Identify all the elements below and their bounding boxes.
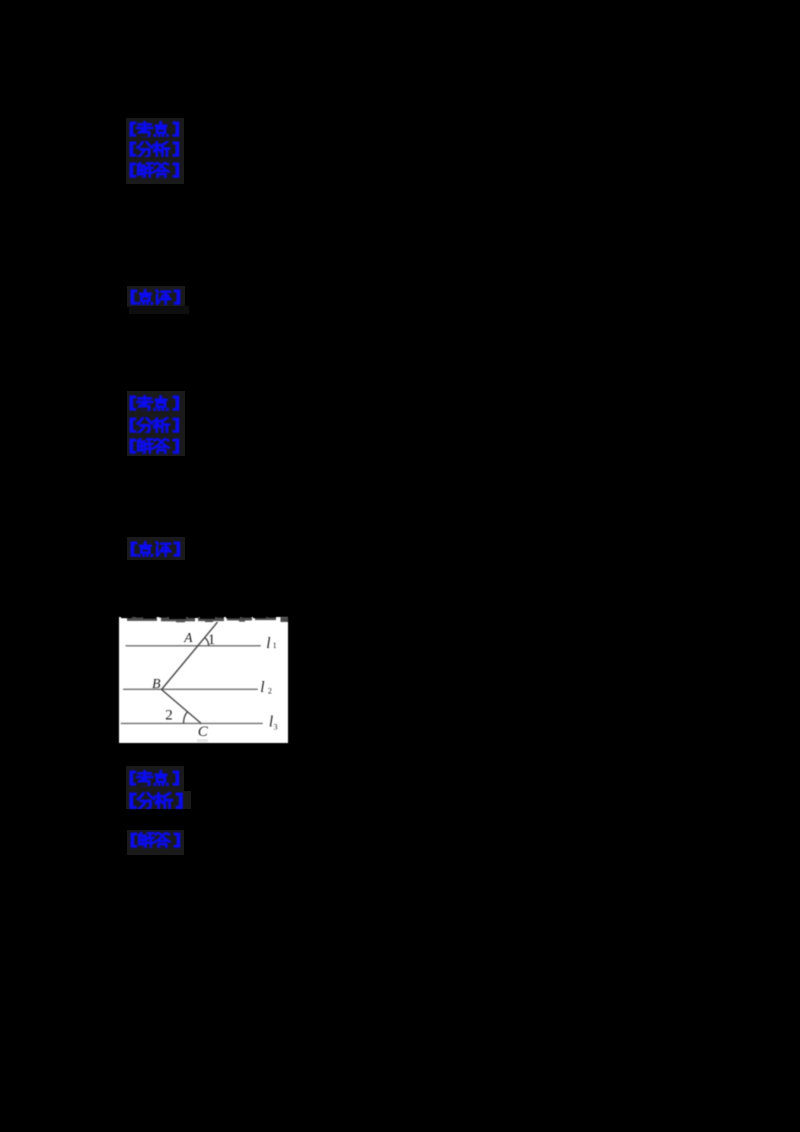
svg-text:3: 3: [274, 722, 278, 731]
svg-text:2: 2: [165, 708, 173, 724]
svg-text:1: 1: [273, 641, 277, 650]
svg-text:1: 1: [208, 632, 216, 648]
svg-text:B: B: [152, 677, 161, 692]
svg-text:l: l: [266, 635, 270, 652]
svg-text:l: l: [269, 713, 273, 730]
svg-text:l: l: [260, 679, 264, 696]
svg-text:A: A: [183, 630, 193, 645]
svg-text:2: 2: [268, 686, 272, 695]
svg-text:C: C: [198, 724, 209, 740]
